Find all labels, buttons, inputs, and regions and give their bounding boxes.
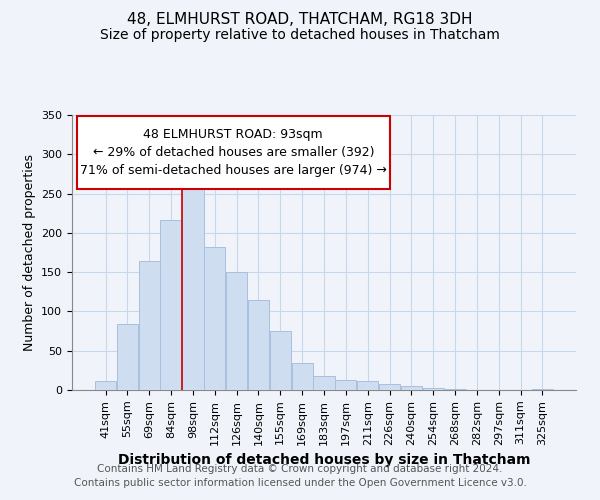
Bar	[95, 382, 116, 390]
Bar	[270, 331, 291, 390]
Bar	[139, 261, 160, 390]
Bar	[117, 324, 138, 390]
Bar	[313, 376, 335, 390]
Text: Size of property relative to detached houses in Thatcham: Size of property relative to detached ho…	[100, 28, 500, 42]
Bar	[248, 300, 269, 390]
Text: Contains HM Land Registry data © Crown copyright and database right 2024.
Contai: Contains HM Land Registry data © Crown c…	[74, 464, 526, 487]
Bar	[182, 164, 203, 390]
Bar	[292, 364, 313, 390]
Bar	[401, 386, 422, 390]
Bar	[204, 247, 226, 390]
Bar	[335, 380, 356, 390]
Bar	[357, 380, 378, 390]
Bar	[445, 389, 466, 390]
Bar	[226, 272, 247, 390]
Y-axis label: Number of detached properties: Number of detached properties	[23, 154, 35, 351]
Bar	[422, 388, 444, 390]
Bar	[160, 220, 182, 390]
X-axis label: Distribution of detached houses by size in Thatcham: Distribution of detached houses by size …	[118, 453, 530, 467]
Bar	[532, 389, 553, 390]
Bar	[379, 384, 400, 390]
FancyBboxPatch shape	[77, 116, 389, 189]
Text: 48, ELMHURST ROAD, THATCHAM, RG18 3DH: 48, ELMHURST ROAD, THATCHAM, RG18 3DH	[127, 12, 473, 28]
Text: 48 ELMHURST ROAD: 93sqm
← 29% of detached houses are smaller (392)
71% of semi-d: 48 ELMHURST ROAD: 93sqm ← 29% of detache…	[80, 128, 387, 178]
